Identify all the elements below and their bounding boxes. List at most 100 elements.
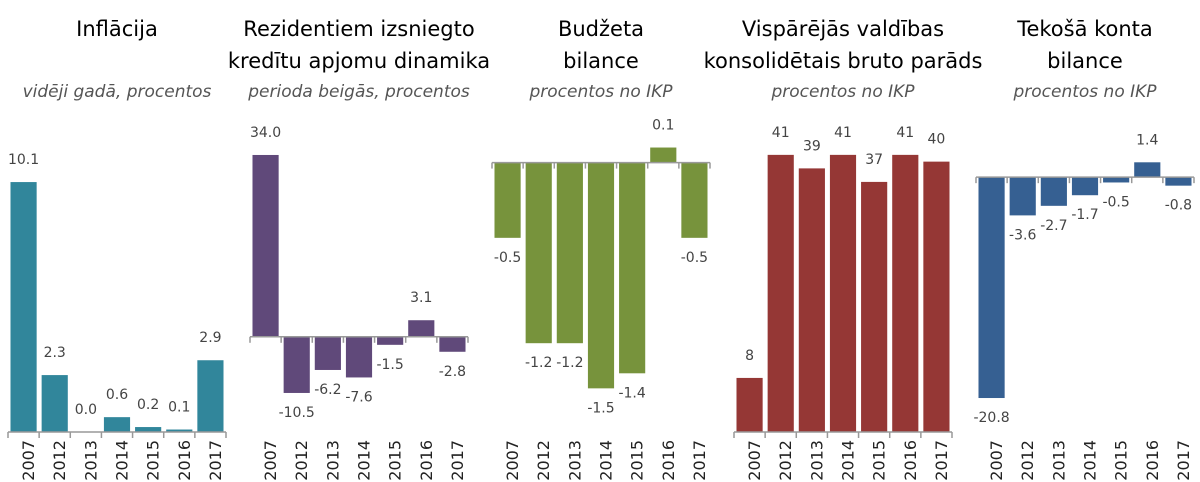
value-label: 34.0 (250, 125, 281, 141)
x-tick-label: 2016 (1143, 440, 1162, 481)
bar (1165, 177, 1192, 186)
bar (587, 162, 615, 389)
x-tick-label: 2007 (745, 440, 764, 481)
bar (439, 336, 466, 352)
bar (252, 154, 279, 337)
value-label: 1.4 (1136, 132, 1158, 148)
x-tick-label: 2015 (628, 440, 647, 481)
bar (861, 181, 888, 432)
x-tick-label: 2017 (448, 440, 467, 481)
value-label: -3.6 (1009, 227, 1036, 243)
x-tick-label: 2014 (1081, 440, 1100, 481)
value-label: 8 (745, 348, 754, 364)
value-label: 37 (865, 152, 883, 168)
x-tick-label: 2016 (417, 440, 436, 481)
x-tick-label: 2015 (144, 440, 163, 481)
value-label: 2.9 (199, 330, 221, 346)
panel-title: Budžeta (558, 17, 644, 41)
x-tick-label: 2014 (839, 440, 858, 481)
value-label: -1.4 (618, 385, 645, 401)
panel-title: konsolidētais bruto parāds (704, 49, 983, 73)
bar (166, 429, 193, 432)
panel-title: Inflācija (76, 17, 158, 41)
value-label: 41 (834, 125, 852, 141)
bar (135, 427, 162, 432)
bar (345, 336, 373, 378)
value-label: -1.5 (587, 400, 614, 416)
value-label: -1.5 (376, 357, 403, 373)
bar (1103, 177, 1130, 183)
x-tick-label: 2007 (503, 440, 522, 481)
value-label: 0.0 (75, 402, 97, 418)
x-tick-label: 2012 (1018, 440, 1037, 481)
value-label: 3.1 (410, 290, 432, 306)
bar (978, 177, 1005, 399)
bar (1071, 177, 1099, 196)
x-tick-label: 2012 (292, 440, 311, 481)
x-tick-label: 2017 (690, 440, 709, 481)
x-tick-label: 2013 (565, 440, 584, 481)
bar (41, 375, 68, 432)
bar (10, 182, 37, 432)
bar (103, 417, 131, 432)
bar (619, 162, 646, 374)
bar (829, 154, 857, 433)
bar (525, 162, 552, 344)
panel-title: kredītu apjomu dinamika (228, 49, 490, 73)
bar (283, 336, 310, 393)
value-label: -7.6 (345, 389, 372, 405)
x-tick-label: 2016 (175, 440, 194, 481)
value-label: -1.2 (525, 355, 552, 371)
x-tick-label: 2007 (19, 440, 38, 481)
x-tick-label: 2007 (987, 440, 1006, 481)
x-tick-label: 2015 (870, 440, 889, 481)
x-tick-label: 2016 (659, 440, 678, 481)
value-label: -6.2 (314, 382, 341, 398)
value-label: -20.8 (973, 410, 1009, 426)
panel-subtitle: perioda beigās, procentos (247, 82, 470, 102)
x-tick-label: 2017 (1174, 440, 1193, 481)
value-label: 10.1 (8, 152, 39, 168)
panel-subtitle: vidēji gadā, procentos (23, 82, 212, 102)
bar (923, 161, 950, 432)
x-tick-label: 2012 (534, 440, 553, 481)
value-label: -10.5 (279, 405, 315, 421)
value-label: -0.5 (1102, 194, 1129, 210)
panel-subtitle: procentos no IKP (1012, 82, 1157, 102)
bar (1134, 162, 1161, 178)
panel-title: Tekošā konta (1016, 17, 1153, 41)
value-label: -1.7 (1071, 207, 1098, 223)
x-tick-label: 2014 (355, 440, 374, 481)
x-tick-label: 2015 (1112, 440, 1131, 481)
x-tick-label: 2014 (113, 440, 132, 481)
value-label: -1.2 (556, 355, 583, 371)
value-label: 0.2 (137, 397, 159, 413)
x-tick-label: 2013 (1049, 440, 1068, 481)
x-tick-label: 2014 (597, 440, 616, 481)
value-label: 0.1 (652, 118, 674, 134)
bar (408, 320, 435, 337)
x-tick-label: 2015 (386, 440, 405, 481)
panel-subtitle: procentos no IKP (770, 82, 915, 102)
x-tick-label: 2007 (261, 440, 280, 481)
value-label: 41 (772, 125, 790, 141)
x-tick-label: 2013 (807, 440, 826, 481)
value-label: 0.6 (106, 387, 128, 403)
panel-title: Vispārējās valdības (742, 17, 944, 41)
panel-subtitle: procentos no IKP (528, 82, 673, 102)
panel-title: bilance (563, 49, 639, 73)
value-label: 0.1 (168, 400, 190, 416)
panel-title: Rezidentiem izsniegto (243, 17, 474, 41)
bar (736, 377, 763, 432)
bar (556, 162, 583, 344)
bar (650, 147, 677, 163)
bar (1040, 177, 1067, 206)
value-label: -2.7 (1040, 218, 1067, 234)
value-label: 39 (803, 138, 821, 154)
bar (197, 360, 224, 432)
value-label: -2.8 (439, 364, 466, 380)
bar (892, 154, 919, 433)
bar (377, 336, 404, 345)
value-label: -0.5 (494, 250, 521, 266)
